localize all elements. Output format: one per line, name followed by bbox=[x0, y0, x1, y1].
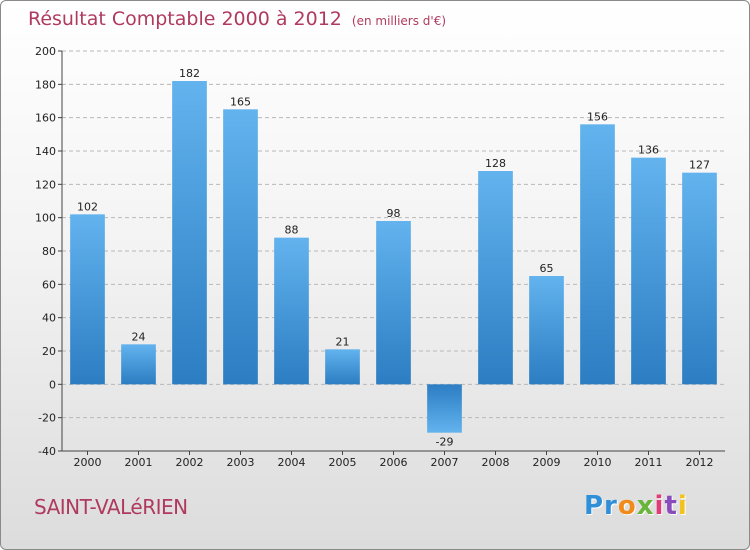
bar-2005 bbox=[325, 349, 360, 385]
x-tick-label-2012: 2012 bbox=[686, 456, 714, 469]
y-tick-label: 0 bbox=[49, 378, 56, 391]
y-tick-label: 120 bbox=[35, 178, 56, 191]
bar-2010 bbox=[580, 124, 615, 385]
axes: -40 -20 0 20 40 60 80 100 120 140 160 180 200 2000 200… bbox=[35, 45, 725, 469]
y-tick-label: -40 bbox=[38, 445, 56, 458]
x-tick-label-2003: 2003 bbox=[227, 456, 255, 469]
value-label-2010: 156 bbox=[587, 110, 608, 123]
labels: 102 24 182 165 88 21 98 -29 128 65 156 136 127 bbox=[77, 67, 710, 449]
x-tick-label-2011: 2011 bbox=[635, 456, 663, 469]
value-label-2009: 65 bbox=[540, 262, 554, 275]
x-tick-label-2002: 2002 bbox=[176, 456, 204, 469]
chart-subtitle: (en milliers d'€) bbox=[351, 14, 447, 28]
y-tick-label: 200 bbox=[35, 45, 56, 58]
y-tick-label: 20 bbox=[42, 345, 56, 358]
commune-name: SAINT-VALéRIEN bbox=[34, 495, 188, 519]
y-tick-label: 60 bbox=[42, 278, 56, 291]
x-tick-label-2005: 2005 bbox=[329, 456, 357, 469]
x-tick-label-2007: 2007 bbox=[431, 456, 459, 469]
bar-2008 bbox=[478, 171, 513, 385]
y-tick-label: 80 bbox=[42, 245, 56, 258]
bars bbox=[70, 81, 717, 433]
bar-2003 bbox=[223, 109, 258, 385]
value-label-2004: 88 bbox=[285, 224, 299, 237]
x-tick-label-2006: 2006 bbox=[380, 456, 408, 469]
x-tick-label-2008: 2008 bbox=[482, 456, 510, 469]
x-tick-label-2010: 2010 bbox=[584, 456, 612, 469]
value-label-2012: 127 bbox=[689, 159, 710, 172]
x-tick-label-2000: 2000 bbox=[74, 456, 102, 469]
value-label-2000: 102 bbox=[77, 200, 98, 213]
y-tick-label: 100 bbox=[35, 212, 56, 225]
y-tick-label: 40 bbox=[42, 312, 56, 325]
bar-2011 bbox=[631, 157, 666, 385]
proxiti-logo: Proxiti bbox=[584, 491, 688, 521]
x-tick-label-2001: 2001 bbox=[125, 456, 153, 469]
value-label-2002: 182 bbox=[179, 67, 200, 80]
bar-2012 bbox=[682, 172, 717, 385]
chart-title: Résultat Comptable 2000 à 2012 (en millie… bbox=[28, 8, 447, 30]
y-tick-label: -20 bbox=[38, 412, 56, 425]
x-tick-label-2004: 2004 bbox=[278, 456, 306, 469]
bar-2002 bbox=[172, 81, 207, 385]
bar-2006 bbox=[376, 221, 411, 385]
value-label-2008: 128 bbox=[485, 157, 506, 170]
y-tick-label: 180 bbox=[35, 78, 56, 91]
bar-2000 bbox=[70, 214, 105, 385]
x-tick-label-2009: 2009 bbox=[533, 456, 561, 469]
value-label-2011: 136 bbox=[638, 144, 659, 157]
value-label-2005: 21 bbox=[336, 335, 350, 348]
bar-2001 bbox=[121, 344, 156, 385]
bar-2004 bbox=[274, 237, 309, 385]
value-label-2001: 24 bbox=[132, 330, 146, 343]
value-label-2006: 98 bbox=[387, 207, 401, 220]
y-tick-label: 160 bbox=[35, 112, 56, 125]
value-label-2007: -29 bbox=[436, 436, 454, 449]
bar-2009 bbox=[529, 276, 564, 385]
value-label-2003: 165 bbox=[230, 95, 251, 108]
y-tick-label: 140 bbox=[35, 145, 56, 158]
bar-2007 bbox=[427, 384, 462, 433]
